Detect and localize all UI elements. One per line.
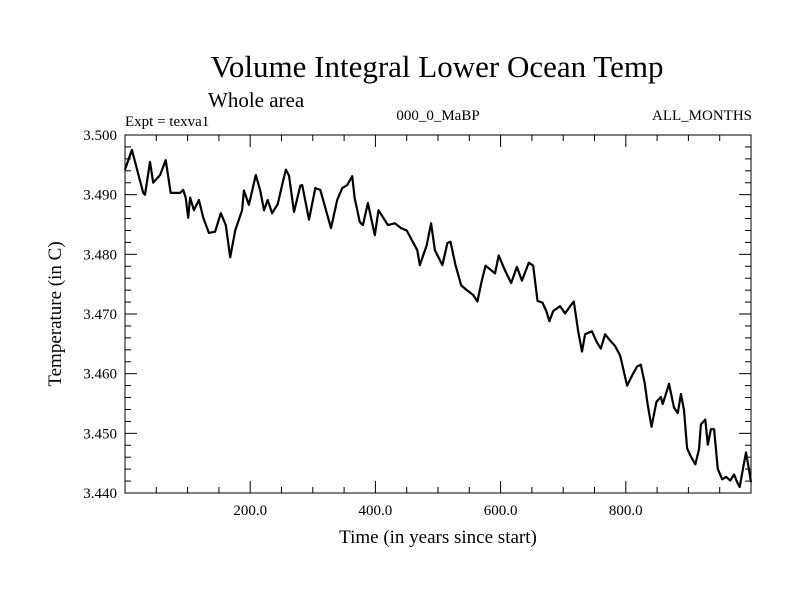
chart-title: Volume Integral Lower Ocean Temp xyxy=(211,49,664,84)
y-tick-label: 3.440 xyxy=(83,486,117,502)
y-tick-label: 3.480 xyxy=(83,247,117,263)
y-tick-label: 3.450 xyxy=(83,426,117,442)
series-line xyxy=(123,148,753,489)
x-tick-label: 200.0 xyxy=(233,503,267,519)
chart-subtitle: Whole area xyxy=(208,88,305,112)
x-axis-label: Time (in years since start) xyxy=(339,527,537,548)
y-tick-label: 3.490 xyxy=(83,188,117,204)
y-tick-label: 3.500 xyxy=(83,128,117,144)
x-tick-label: 400.0 xyxy=(359,503,393,519)
x-tick-labels: 200.0 400.0 600.0 800.0 xyxy=(233,503,642,519)
annotation-experiment: Expt = texva1 xyxy=(125,114,209,130)
y-tick-label: 3.470 xyxy=(83,307,117,323)
x-tick-label: 800.0 xyxy=(609,503,643,519)
annotation-months: ALL_MONTHS xyxy=(652,108,752,124)
y-axis-label: Temperature (in C) xyxy=(45,241,66,386)
y-tick-label: 3.460 xyxy=(83,367,117,383)
axis-ticks xyxy=(125,135,751,493)
plot-frame xyxy=(124,134,752,494)
annotation-period: 000_0_MaBP xyxy=(396,108,479,124)
x-tick-label: 600.0 xyxy=(484,503,518,519)
y-tick-labels: 3.440 3.450 3.460 3.470 3.480 3.490 3.500 xyxy=(83,128,117,502)
